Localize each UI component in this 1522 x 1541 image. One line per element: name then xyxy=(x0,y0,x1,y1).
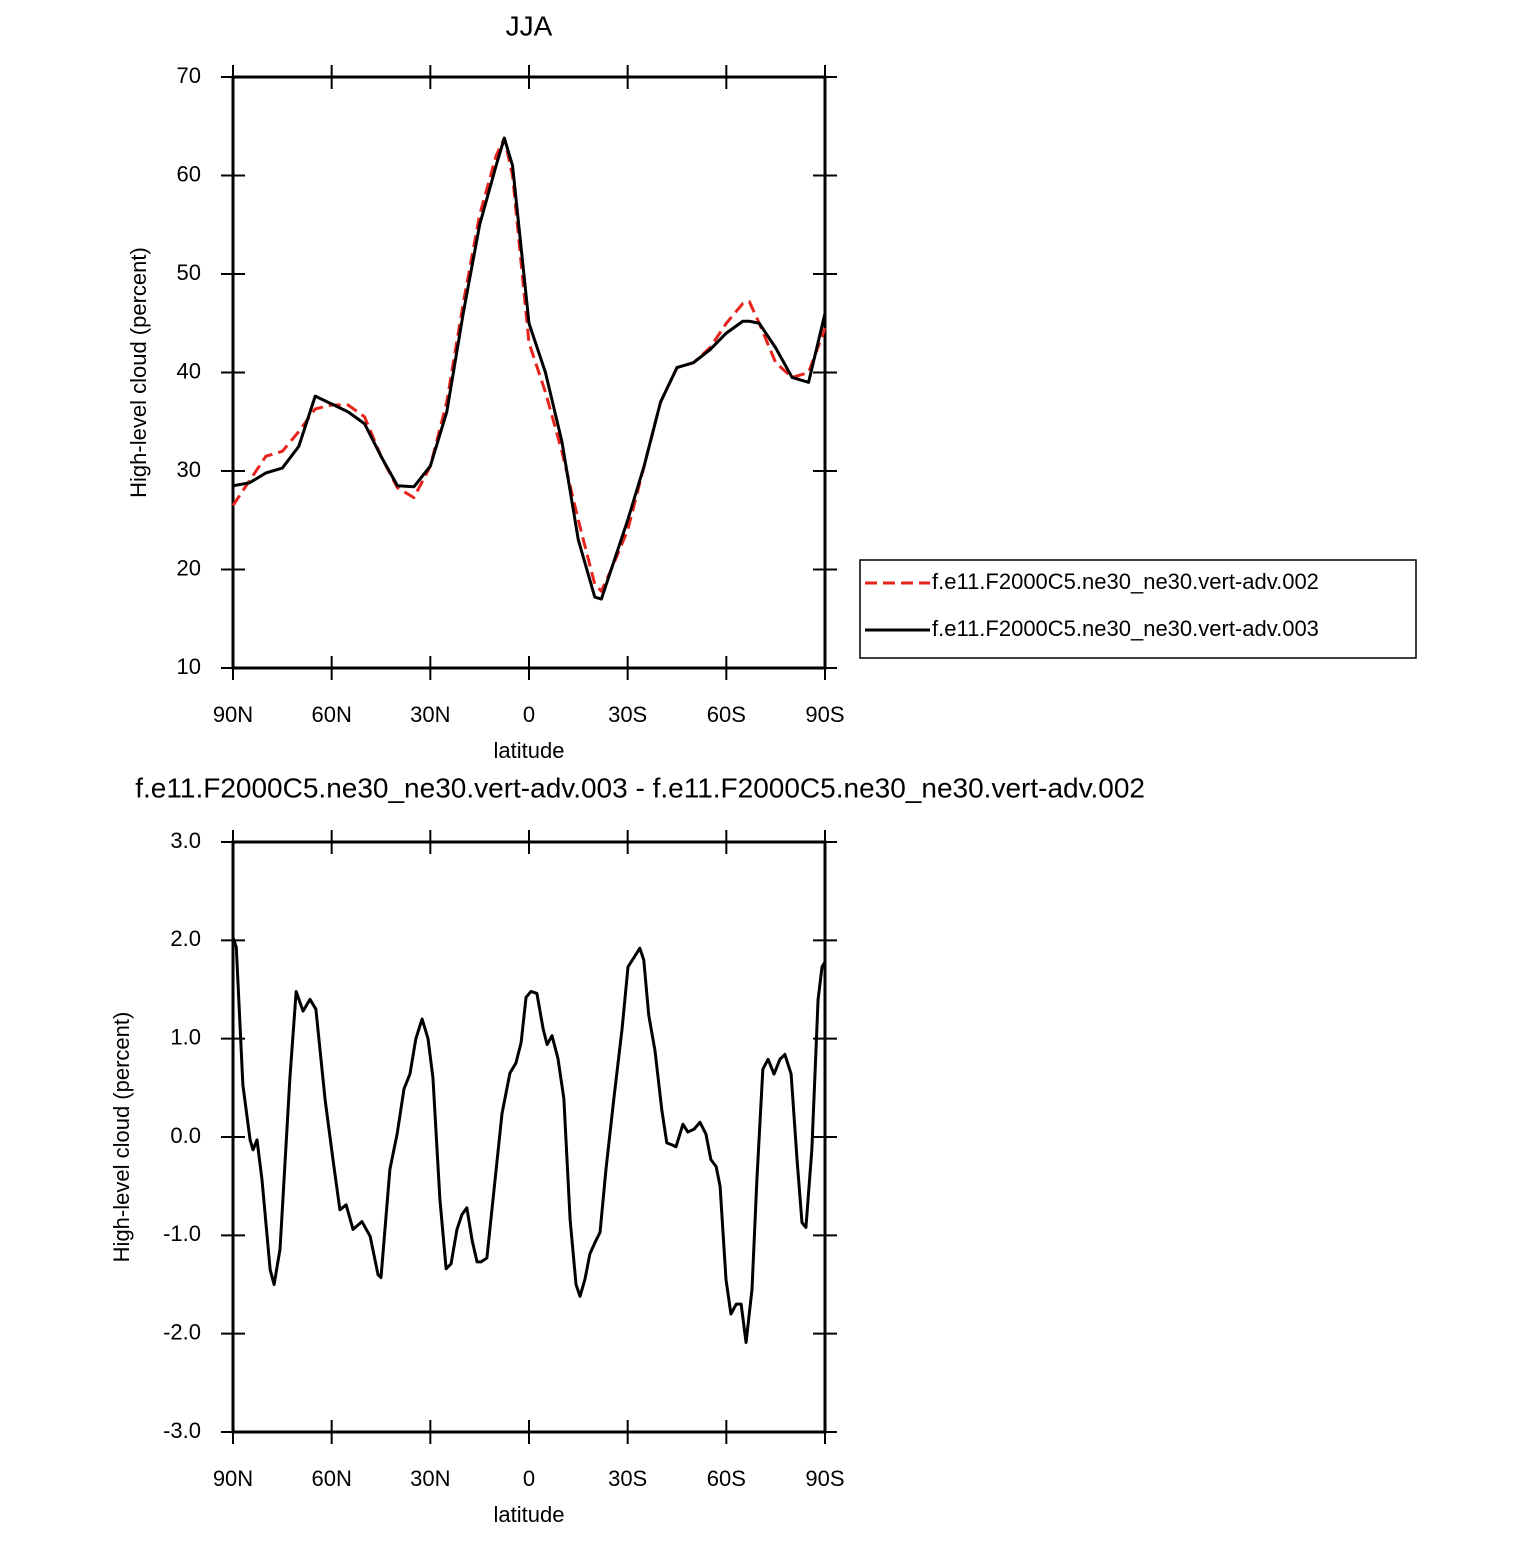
x-tick-label: 30S xyxy=(608,702,647,727)
legend-box xyxy=(859,559,1417,659)
chart-title: f.e11.F2000C5.ne30_ne30.vert-adv.003 - f… xyxy=(135,772,1145,803)
x-tick-label: 30S xyxy=(608,1466,647,1491)
y-tick-label: 20 xyxy=(177,555,201,580)
data-line xyxy=(231,136,827,593)
x-tick-label: 60N xyxy=(311,1466,351,1491)
y-tick-label: 60 xyxy=(177,161,201,186)
y-tick-label: -2.0 xyxy=(163,1319,201,1344)
y-tick-label: -1.0 xyxy=(163,1221,201,1246)
y-axis-label: High-level cloud (percent) xyxy=(109,1012,134,1263)
x-tick-label: 90S xyxy=(805,702,844,727)
y-tick-label: 10 xyxy=(177,654,201,679)
x-tick-label: 30N xyxy=(410,1466,450,1491)
plot-frame xyxy=(231,840,827,1434)
x-axis-label: latitude xyxy=(494,738,565,763)
data-line xyxy=(232,136,827,601)
x-tick-label: 90N xyxy=(213,1466,253,1491)
x-tick-label: 30N xyxy=(410,702,450,727)
y-tick-label: 2.0 xyxy=(170,926,201,951)
x-tick-label: 90S xyxy=(805,1466,844,1491)
y-tick-label: 0.0 xyxy=(170,1123,201,1148)
y-tick-label: 1.0 xyxy=(170,1024,201,1049)
x-axis-label: latitude xyxy=(494,1502,565,1527)
y-tick-label: 50 xyxy=(177,260,201,285)
y-tick-label: 30 xyxy=(177,457,201,482)
y-tick-label: 70 xyxy=(177,63,201,88)
chart-title: JJA xyxy=(506,10,553,41)
data-line xyxy=(231,936,827,1345)
y-axis-label: High-level cloud (percent) xyxy=(126,247,151,498)
x-tick-label: 60N xyxy=(311,702,351,727)
legend-label: f.e11.F2000C5.ne30_ne30.vert-adv.002 xyxy=(932,569,1319,594)
plot-frame xyxy=(231,75,827,670)
x-tick-label: 60S xyxy=(707,702,746,727)
x-tick-label: 90N xyxy=(213,702,253,727)
y-tick-label: -3.0 xyxy=(163,1418,201,1443)
x-tick-label: 60S xyxy=(707,1466,746,1491)
legend-label: f.e11.F2000C5.ne30_ne30.vert-adv.003 xyxy=(932,616,1319,641)
y-tick-label: 3.0 xyxy=(170,828,201,853)
x-tick-label: 0 xyxy=(523,702,535,727)
y-tick-label: 40 xyxy=(177,358,201,383)
x-tick-label: 0 xyxy=(523,1466,535,1491)
